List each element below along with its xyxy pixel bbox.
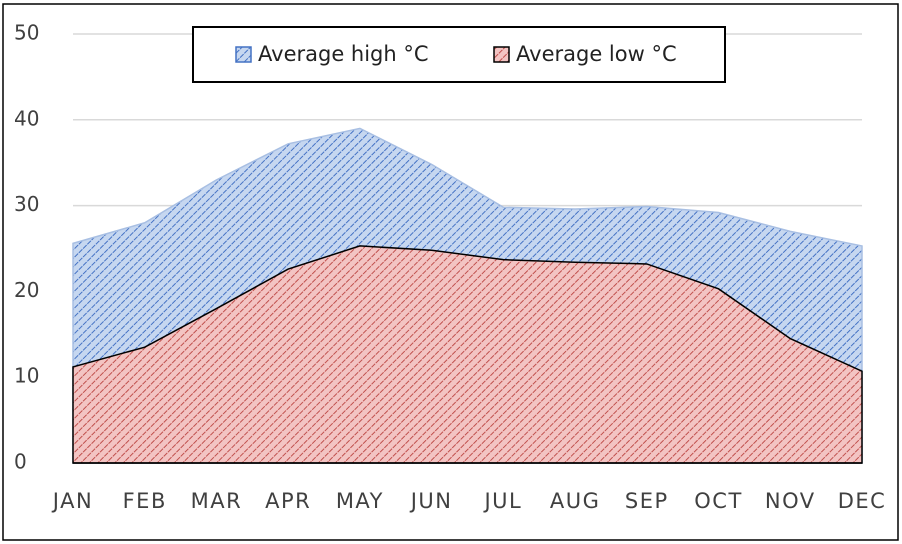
x-tick-label: MAY <box>336 489 384 513</box>
legend-label: Average high °C <box>258 42 429 66</box>
x-tick-label: SEP <box>625 489 669 513</box>
y-tick-label: 40 <box>14 106 39 130</box>
x-tick-label: FEB <box>123 489 167 513</box>
legend-label: Average low °C <box>516 42 677 66</box>
legend-swatch <box>235 46 252 63</box>
y-tick-label: 50 <box>14 21 39 45</box>
x-tick-label: MAR <box>191 489 243 513</box>
y-tick-label: 0 <box>14 450 27 474</box>
legend-box <box>192 26 726 83</box>
x-tick-label: JUN <box>409 489 453 513</box>
x-tick-label: JUL <box>482 489 522 513</box>
y-tick-label: 20 <box>14 278 39 302</box>
x-tick-label: AUG <box>550 489 601 513</box>
area <box>72 245 863 464</box>
x-tick-label: OCT <box>694 489 743 513</box>
x-tick-label: APR <box>265 489 311 513</box>
y-tick-label: 30 <box>14 192 39 216</box>
x-tick-label: NOV <box>765 489 816 513</box>
x-tick-label: DEC <box>838 489 887 513</box>
y-tick-label: 10 <box>14 364 39 388</box>
x-tick-label: JAN <box>51 489 93 513</box>
legend-swatch <box>493 46 510 63</box>
frame <box>2 3 899 541</box>
